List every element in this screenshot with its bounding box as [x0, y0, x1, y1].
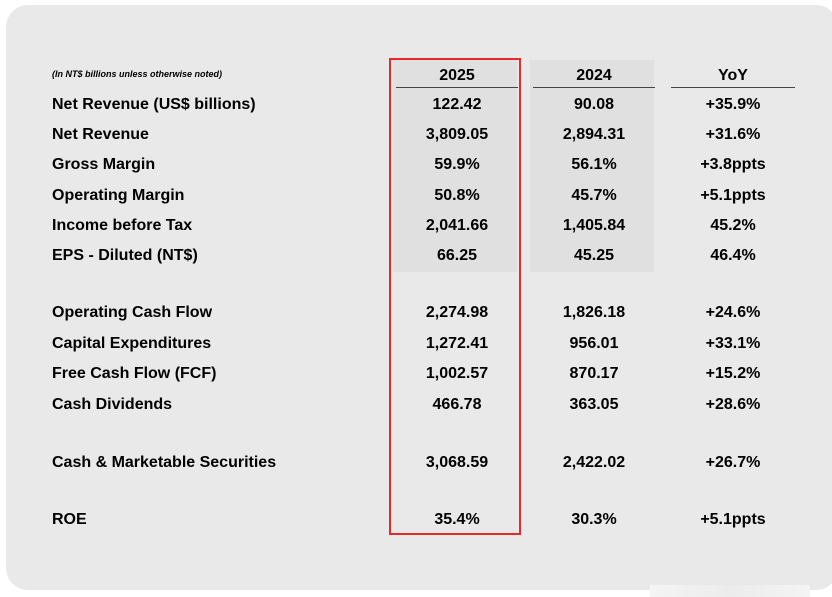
value-yoy: +26.7%	[705, 454, 761, 471]
value-yoy: +28.6%	[705, 396, 761, 413]
table-row: EPS - Diluted (NT$) 66.25 45.25 46.4%	[0, 244, 832, 268]
value-yoy: 46.4%	[710, 247, 756, 264]
value-2025: 50.8%	[434, 187, 480, 204]
value-2025: 2,041.66	[425, 217, 489, 234]
value-2024: 56.1%	[571, 156, 617, 173]
table-row: Net Revenue (US$ billions) 122.42 90.08 …	[0, 93, 832, 117]
value-yoy: +3.8ppts	[700, 156, 766, 173]
row-label: ROE	[52, 511, 87, 528]
table-row: Income before Tax 2,041.66 1,405.84 45.2…	[0, 214, 832, 238]
value-2025: 59.9%	[434, 156, 480, 173]
row-label: Net Revenue (US$ billions)	[52, 96, 256, 113]
value-yoy: +5.1ppts	[700, 187, 766, 204]
row-label: Income before Tax	[52, 217, 193, 234]
column-shade-2024	[530, 60, 654, 272]
row-label: Operating Cash Flow	[52, 304, 213, 321]
row-label: Gross Margin	[52, 156, 156, 173]
value-2025: 466.78	[432, 396, 482, 413]
value-2025: 1,002.57	[425, 365, 489, 382]
table-row: ROE 35.4% 30.3% +5.1ppts	[0, 508, 832, 532]
row-label: Cash & Marketable Securities	[52, 454, 277, 471]
value-2025: 35.4%	[434, 511, 480, 528]
table-row: Operating Cash Flow 2,274.98 1,826.18 +2…	[0, 301, 832, 325]
bottom-edge-shadow	[650, 585, 810, 597]
row-label: Net Revenue	[52, 126, 149, 143]
row-label: Cash Dividends	[52, 396, 173, 413]
value-yoy: +15.2%	[705, 365, 761, 382]
table-row: Operating Margin 50.8% 45.7% +5.1ppts	[0, 184, 832, 208]
value-2025: 2,274.98	[425, 304, 489, 321]
value-2024: 45.25	[573, 247, 615, 264]
value-2025: 1,272.41	[425, 335, 489, 352]
table-row: Cash & Marketable Securities 3,068.59 2,…	[0, 451, 832, 475]
table-row: Gross Margin 59.9% 56.1% +3.8ppts	[0, 153, 832, 177]
value-2025: 3,068.59	[425, 454, 489, 471]
table-row: Capital Expenditures 1,272.41 956.01 +33…	[0, 332, 832, 356]
value-2024: 363.05	[569, 396, 619, 413]
value-2024: 2,894.31	[562, 126, 626, 143]
row-label: Operating Margin	[52, 187, 185, 204]
value-2025: 122.42	[432, 96, 482, 113]
column-2025-highlight-box	[389, 58, 521, 535]
row-label: EPS - Diluted (NT$)	[52, 247, 198, 264]
column-shade-2025	[393, 60, 517, 272]
value-2024: 30.3%	[571, 511, 617, 528]
column-header-yoy: YoY	[671, 64, 795, 88]
value-2024: 2,422.02	[562, 454, 626, 471]
value-yoy: +24.6%	[705, 304, 761, 321]
column-header-2024: 2024	[533, 64, 655, 88]
value-yoy: +35.9%	[705, 96, 761, 113]
value-2025: 3,809.05	[425, 126, 489, 143]
value-yoy: +33.1%	[705, 335, 761, 352]
value-2024: 956.01	[569, 335, 619, 352]
value-2024: 1,405.84	[562, 217, 626, 234]
table-row: Cash Dividends 466.78 363.05 +28.6%	[0, 393, 832, 417]
table-row: Net Revenue 3,809.05 2,894.31 +31.6%	[0, 123, 832, 147]
table-row: Free Cash Flow (FCF) 1,002.57 870.17 +15…	[0, 362, 832, 386]
value-2024: 90.08	[573, 96, 615, 113]
column-header-2025: 2025	[396, 64, 518, 88]
row-label: Capital Expenditures	[52, 335, 212, 352]
value-2024: 1,826.18	[562, 304, 626, 321]
value-2025: 66.25	[436, 247, 478, 264]
value-yoy: 45.2%	[710, 217, 756, 234]
value-yoy: +31.6%	[705, 126, 761, 143]
value-2024: 45.7%	[571, 187, 617, 204]
units-note: (In NT$ billions unless otherwise noted)	[52, 69, 223, 79]
value-yoy: +5.1ppts	[700, 511, 766, 528]
row-label: Free Cash Flow (FCF)	[52, 365, 217, 382]
value-2024: 870.17	[569, 365, 619, 382]
